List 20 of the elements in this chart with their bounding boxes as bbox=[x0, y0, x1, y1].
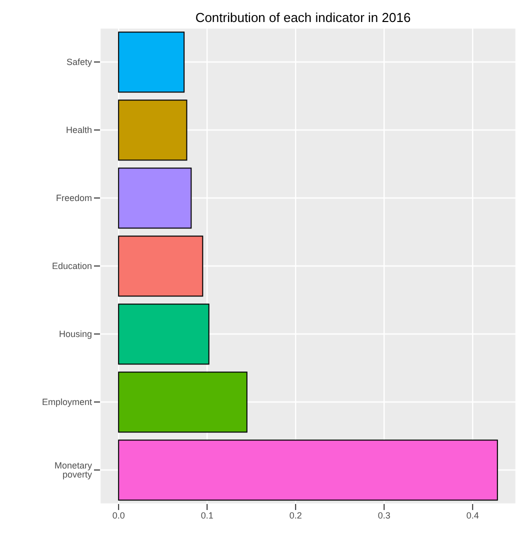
y-tick-label: Freedom bbox=[56, 193, 92, 204]
x-tick-label: 0.4 bbox=[466, 510, 479, 520]
y-tick-label: Employment bbox=[42, 397, 92, 408]
bar bbox=[118, 168, 192, 229]
chart-title: Contribution of each indicator in 2016 bbox=[194, 9, 412, 27]
y-tick-label: Housing bbox=[58, 329, 92, 340]
bar bbox=[118, 236, 204, 297]
bar bbox=[118, 440, 498, 501]
y-tick-label: Monetary poverty bbox=[54, 460, 92, 480]
bar bbox=[118, 372, 248, 433]
x-tick-label: 0.1 bbox=[200, 510, 214, 520]
x-tick-label: 0.2 bbox=[289, 510, 302, 520]
bar bbox=[118, 32, 185, 93]
x-tick-label: 0.3 bbox=[378, 510, 390, 520]
y-tick-label: Education bbox=[52, 261, 92, 272]
bar bbox=[118, 100, 188, 161]
x-tick-label: 0.0 bbox=[112, 510, 125, 520]
bar bbox=[118, 304, 210, 365]
y-tick-label: Health bbox=[66, 125, 92, 136]
y-tick-label: Safety bbox=[66, 57, 92, 68]
